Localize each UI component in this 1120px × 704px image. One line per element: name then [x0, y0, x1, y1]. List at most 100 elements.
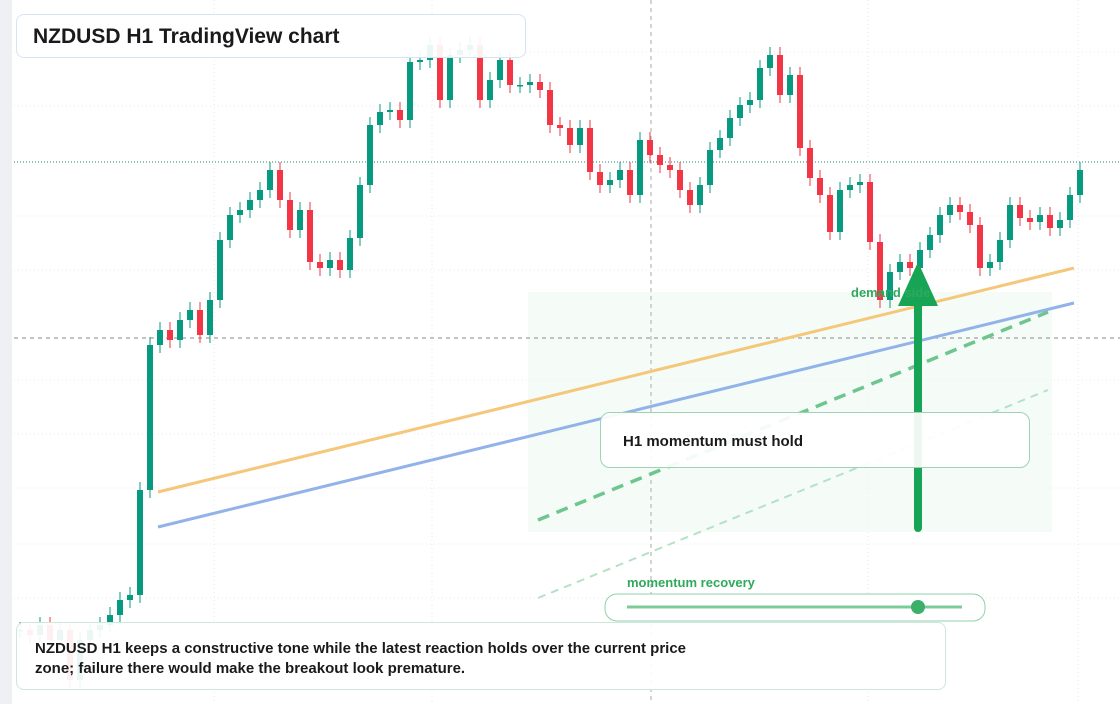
candle-body [807, 148, 813, 178]
candle-body [357, 185, 363, 238]
candle-body [727, 118, 733, 138]
candle-body [167, 330, 173, 340]
candle-body [597, 172, 603, 185]
candle-body [217, 240, 223, 300]
candle-body [477, 45, 483, 100]
side-strip [0, 0, 12, 704]
candle-body [257, 190, 263, 200]
candle-body [227, 215, 233, 240]
candle-body [997, 240, 1003, 262]
candle-body [517, 85, 523, 87]
candle-body [627, 170, 633, 195]
candle-body [897, 262, 903, 272]
candle-body [857, 182, 863, 185]
candle-body [177, 320, 183, 340]
candle-body [377, 112, 383, 125]
chart-title: NZDUSD H1 TradingView chart [16, 14, 526, 58]
candle-body [637, 140, 643, 195]
candle-body [237, 210, 243, 215]
candle-body [147, 345, 153, 490]
candle-body [707, 150, 713, 185]
candle-body [557, 125, 563, 128]
candle-body [387, 110, 393, 112]
meter-label: momentum recovery [627, 575, 755, 590]
candle-body [507, 60, 513, 85]
candle-body [977, 225, 983, 268]
candle-body [757, 68, 763, 100]
candle-body [967, 212, 973, 225]
candle-body [277, 170, 283, 200]
candle-body [157, 330, 163, 345]
candle-body [657, 155, 663, 165]
candle-body [867, 182, 873, 242]
candle-body [1067, 195, 1073, 220]
candle-body [817, 178, 823, 195]
projection-dashed-light [537, 389, 1049, 599]
candle-body [747, 100, 753, 105]
candle-body [247, 200, 253, 210]
candle-body [737, 105, 743, 118]
candle-body [827, 195, 833, 232]
candle-body [1007, 205, 1013, 240]
candle-body [447, 55, 453, 100]
candle-body [287, 200, 293, 230]
candle-body [837, 190, 843, 232]
candle-body [717, 138, 723, 150]
candle-body [367, 125, 373, 185]
candle-body [547, 90, 553, 125]
candle-body [617, 170, 623, 180]
candle-body [937, 215, 943, 235]
candle-body [187, 310, 193, 320]
candle-body [347, 238, 353, 270]
candle-body [417, 60, 423, 62]
candle-body [887, 272, 893, 300]
candle-body [107, 615, 113, 625]
candle-body [1037, 215, 1043, 222]
candle-body [877, 242, 883, 300]
candle-body [317, 262, 323, 268]
candle-body [787, 75, 793, 95]
candle-body [987, 262, 993, 268]
candle-body [927, 235, 933, 250]
candle-body [797, 75, 803, 148]
candle-body [337, 260, 343, 270]
candle-body [527, 82, 533, 85]
candle-body [697, 185, 703, 205]
candle-body [607, 180, 613, 185]
candle-body [917, 250, 923, 268]
arrow-head [898, 262, 938, 306]
candle-body [267, 170, 273, 190]
note-box: NZDUSD H1 keeps a constructive tone whil… [16, 622, 946, 690]
candle-body [957, 205, 963, 212]
candle-body [497, 60, 503, 80]
candle-body [1057, 220, 1063, 228]
candle-body [847, 185, 853, 190]
candle-body [577, 128, 583, 145]
candle-body [397, 110, 403, 120]
candle-body [327, 260, 333, 268]
candle-body [777, 55, 783, 95]
note-text: NZDUSD H1 keeps a constructive tone whil… [35, 640, 687, 677]
candle-body [667, 165, 673, 170]
candle-body [437, 45, 443, 100]
candle-body [947, 205, 953, 215]
candle-body [407, 62, 413, 120]
candle-body [1017, 205, 1023, 218]
candle-body [307, 210, 313, 262]
zone-label: demand side [851, 285, 931, 300]
candle-body [907, 262, 913, 268]
candle-body [767, 55, 773, 68]
meter-knob [911, 600, 925, 614]
candle-body [567, 128, 573, 145]
candle-body [117, 600, 123, 615]
candle-body [127, 595, 133, 600]
projection-dashed [537, 310, 1049, 522]
candle-body [137, 490, 143, 595]
candle-body [647, 140, 653, 155]
candle-body [677, 170, 683, 190]
candle-body [537, 82, 543, 90]
candle-body [1047, 215, 1053, 228]
callout: H1 momentum must hold [600, 412, 1030, 468]
